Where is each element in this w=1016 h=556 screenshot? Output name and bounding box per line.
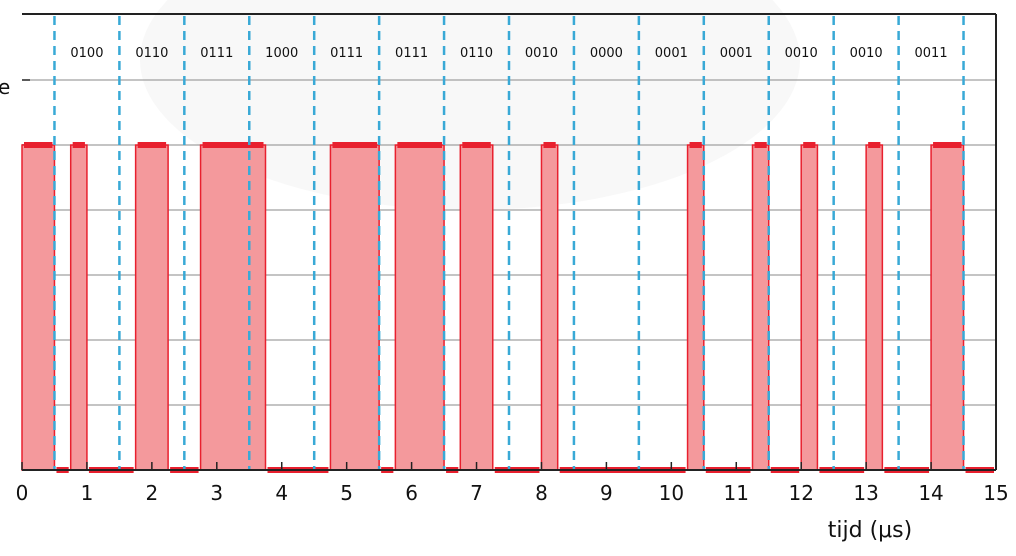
- pulse-area-2: [134, 144, 169, 471]
- pulse-area-6: [459, 144, 494, 471]
- symbol-boundaries: [53, 16, 965, 470]
- x-tick-label-14: 14: [918, 481, 943, 505]
- x-tick-label-6: 6: [405, 481, 418, 505]
- pulse-area-1: [69, 144, 88, 471]
- watermark-shape: [140, 0, 800, 210]
- pulse-areas: [21, 144, 965, 471]
- x-tick-label-11: 11: [724, 481, 749, 505]
- pulse-area-8: [686, 144, 705, 471]
- x-axis-title: tijd (μs): [828, 518, 912, 543]
- x-tick-label-5: 5: [340, 481, 353, 505]
- pulse-area-3: [199, 144, 267, 471]
- code-label-12: 0010: [850, 46, 883, 61]
- code-label-7: 0010: [525, 46, 558, 61]
- pulse-area-10: [800, 144, 819, 471]
- code-label-8: 0000: [590, 46, 623, 61]
- pulse-area-9: [751, 144, 770, 471]
- x-tick-label-9: 9: [600, 481, 613, 505]
- code-label-13: 0011: [915, 46, 948, 61]
- code-label-11: 0010: [785, 46, 818, 61]
- code-label-10: 0001: [720, 46, 753, 61]
- x-tick-label-2: 2: [145, 481, 158, 505]
- code-label-3: 1000: [265, 46, 298, 61]
- x-tick-label-12: 12: [788, 481, 813, 505]
- code-label-9: 0001: [655, 46, 688, 61]
- pulse-area-7: [540, 144, 559, 471]
- watermark-ellipse: [140, 0, 800, 210]
- code-label-2: 0111: [200, 46, 233, 61]
- y-axis-title-fragment: e: [0, 75, 10, 99]
- code-label-5: 0111: [395, 46, 428, 61]
- pulse-area-0: [21, 144, 56, 471]
- pulse-area-4: [329, 144, 380, 471]
- x-tick-label-10: 10: [659, 481, 684, 505]
- x-tick-label-1: 1: [81, 481, 94, 505]
- code-label-1: 0110: [135, 46, 168, 61]
- x-tick-label-0: 0: [16, 481, 29, 505]
- code-label-0: 0100: [70, 46, 103, 61]
- x-tick-label-7: 7: [470, 481, 483, 505]
- x-tick-label-15: 15: [983, 481, 1008, 505]
- x-tick-label-3: 3: [210, 481, 223, 505]
- x-tick-label-8: 8: [535, 481, 548, 505]
- code-label-4: 0111: [330, 46, 363, 61]
- x-tick-label-4: 4: [275, 481, 288, 505]
- pulse-area-11: [865, 144, 884, 471]
- x-tick-label-13: 13: [853, 481, 878, 505]
- pulse-area-5: [394, 144, 445, 471]
- pulse-area-12: [930, 144, 965, 471]
- code-labels: 0100 0110 0111 1000 0111 0111 0110 0010 0000 0001…: [70, 46, 947, 61]
- x-tick-labels: 0 1 2 3 4 5 6 7 8 9 10 11 12 13 14 15: [16, 462, 1009, 505]
- plot-frame: [22, 13, 997, 471]
- code-label-6: 0110: [460, 46, 493, 61]
